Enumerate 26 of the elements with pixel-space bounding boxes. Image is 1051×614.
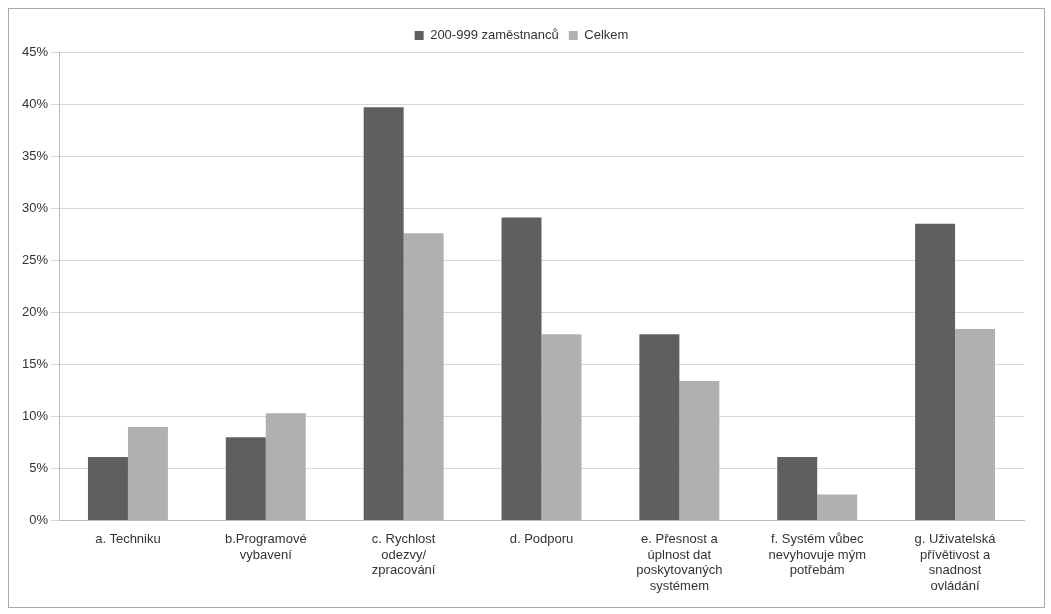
y-tick-label: 5%	[29, 460, 49, 476]
y-tick-label: 0%	[29, 512, 49, 528]
bar	[915, 223, 956, 521]
y-tick-label: 30%	[21, 199, 49, 215]
y-tick-label: 20%	[21, 303, 49, 319]
legend-label: 200-999 zaměstnanců	[430, 27, 559, 43]
bar	[777, 457, 818, 521]
x-tick-label: c. Rychlost odezvy/ zpracování	[371, 530, 436, 578]
bar	[225, 437, 266, 521]
bar	[639, 334, 680, 521]
bar	[363, 107, 404, 521]
legend-label: Celkem	[584, 27, 629, 43]
x-tick-label: g. Uživatelská přívětivost a snadnost ovládání	[914, 530, 997, 593]
x-tick-label: b.Programové vybavení	[224, 530, 307, 562]
bar	[501, 217, 542, 521]
y-tick-label: 15%	[21, 355, 49, 371]
x-tick-label: f. Systém vůbec nevyhovuje mým potřebám	[768, 530, 866, 578]
y-tick-label: 35%	[21, 147, 49, 163]
x-tick-label: a. Techniku	[95, 530, 161, 546]
y-tick-label: 10%	[21, 408, 49, 424]
x-tick-label: e. Přesnost a úplnost dat poskytovaných systémem	[636, 530, 723, 593]
y-tick-label: 45%	[21, 43, 49, 59]
y-tick-label: 25%	[21, 251, 49, 267]
x-tick-label: d. Podporu	[509, 530, 574, 546]
y-tick-label: 40%	[21, 95, 49, 111]
bar	[87, 457, 128, 521]
